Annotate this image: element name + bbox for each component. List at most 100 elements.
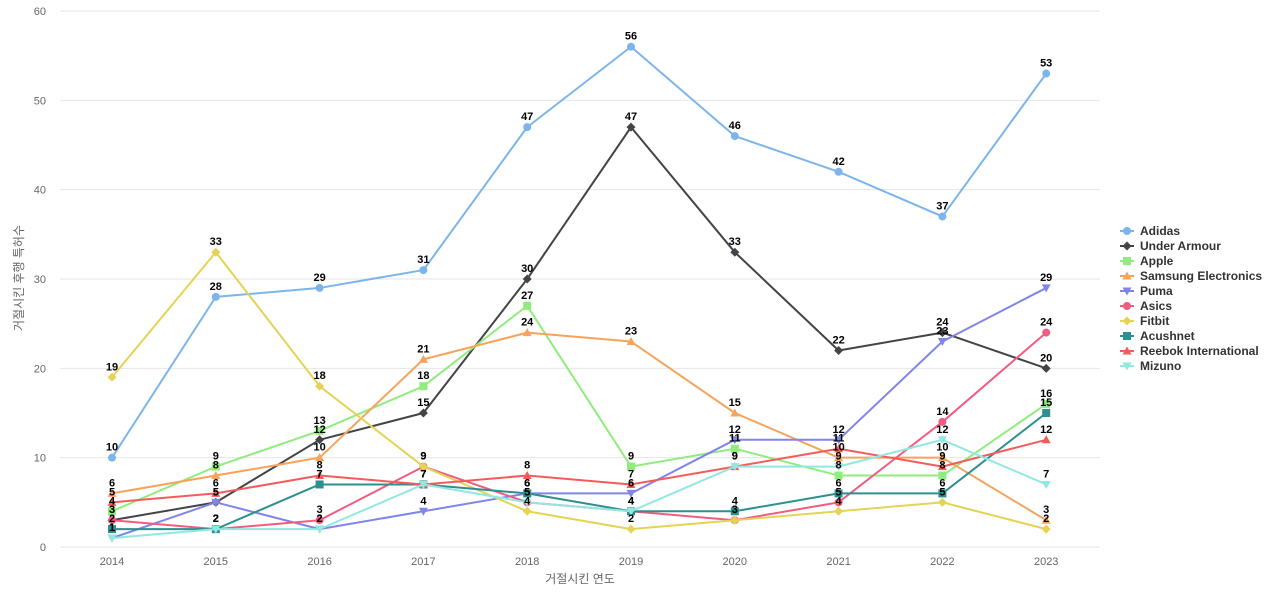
legend-label-acushnet: Acushnet bbox=[1140, 329, 1195, 343]
data-point-samsung-electronics bbox=[522, 328, 532, 337]
data-label-apple: 27 bbox=[521, 290, 533, 302]
series-under-armour bbox=[107, 122, 1051, 525]
data-point-reebok-international bbox=[834, 444, 844, 453]
x-tick-label: 2023 bbox=[1034, 556, 1058, 568]
x-axis-title: 거절시킨 연도 bbox=[545, 572, 615, 586]
data-point-under-armour bbox=[1041, 363, 1051, 373]
data-point-under-armour bbox=[937, 328, 947, 338]
y-tick-label: 30 bbox=[34, 274, 46, 286]
legend-item-asics: Asics bbox=[1120, 299, 1172, 313]
data-label-acushnet: 7 bbox=[317, 468, 323, 480]
y-tick-label: 10 bbox=[34, 453, 46, 465]
series-line-apple bbox=[111, 304, 1047, 513]
data-label-under-armour: 15 bbox=[417, 397, 429, 409]
data-label-puma: 6 bbox=[524, 477, 530, 489]
data-point-apple bbox=[627, 462, 635, 471]
data-label-asics: 3 bbox=[109, 504, 115, 516]
data-label-fitbit: 4 bbox=[524, 495, 531, 507]
data-label-mizuno: 7 bbox=[1043, 468, 1049, 480]
data-point-fitbit bbox=[834, 506, 844, 516]
data-label-acushnet: 6 bbox=[524, 477, 530, 489]
data-label-apple: 18 bbox=[417, 370, 429, 382]
legend-marker-acushnet bbox=[1123, 332, 1131, 340]
data-point-fitbit bbox=[522, 506, 532, 516]
legend-marker-reebok-international bbox=[1122, 346, 1132, 355]
data-point-fitbit bbox=[107, 372, 117, 382]
data-point-puma bbox=[626, 489, 636, 498]
x-tick-label: 2022 bbox=[930, 556, 954, 568]
series-line-puma bbox=[111, 287, 1047, 540]
data-label-samsung-electronics: 24 bbox=[521, 317, 534, 329]
data-label-asics: 14 bbox=[936, 406, 949, 418]
data-label-apple: 16 bbox=[1040, 388, 1052, 400]
data-point-apple bbox=[834, 471, 843, 480]
data-point-adidas bbox=[627, 42, 635, 51]
data-label-samsung-electronics: 10 bbox=[832, 442, 844, 454]
legend-marker-asics bbox=[1123, 302, 1131, 310]
data-label-mizuno: 9 bbox=[732, 451, 738, 463]
series-acushnet bbox=[108, 409, 1051, 534]
data-point-samsung-electronics bbox=[1041, 515, 1051, 524]
data-point-puma bbox=[937, 338, 947, 347]
data-point-under-armour bbox=[418, 408, 428, 418]
data-label-reebok-international: 5 bbox=[109, 486, 115, 498]
data-point-apple bbox=[730, 444, 739, 453]
data-point-asics bbox=[108, 516, 116, 525]
data-label-acushnet: 4 bbox=[628, 495, 635, 507]
data-label-apple: 9 bbox=[213, 451, 219, 463]
data-label-mizuno: 2 bbox=[317, 513, 323, 525]
data-point-reebok-international bbox=[315, 471, 325, 480]
legend-label-apple: Apple bbox=[1140, 254, 1174, 268]
data-point-under-armour bbox=[730, 247, 740, 257]
data-label-apple: 13 bbox=[313, 415, 325, 427]
data-point-acushnet bbox=[938, 489, 947, 498]
data-point-mizuno bbox=[211, 525, 221, 534]
data-label-samsung-electronics: 6 bbox=[109, 477, 115, 489]
data-point-samsung-electronics bbox=[211, 471, 221, 480]
legend-marker-apple bbox=[1123, 257, 1131, 265]
y-tick-label: 40 bbox=[34, 185, 46, 197]
data-point-adidas bbox=[523, 123, 532, 132]
data-point-samsung-electronics bbox=[937, 453, 947, 462]
legend-label-reebok-international: Reebok International bbox=[1140, 344, 1259, 358]
series-adidas bbox=[108, 42, 1051, 462]
legend-item-mizuno: Mizuno bbox=[1120, 359, 1181, 373]
data-label-adidas: 42 bbox=[832, 156, 844, 168]
legend-marker-mizuno bbox=[1122, 362, 1132, 371]
data-label-samsung-electronics: 15 bbox=[729, 397, 741, 409]
data-point-puma bbox=[211, 498, 221, 507]
series-line-samsung-electronics bbox=[111, 331, 1047, 522]
data-label-fitbit: 9 bbox=[420, 451, 426, 463]
data-label-reebok-international: 7 bbox=[420, 468, 426, 480]
legend-item-adidas: Adidas bbox=[1120, 224, 1180, 238]
legend-label-under-armour: Under Armour bbox=[1140, 239, 1221, 253]
data-point-adidas bbox=[108, 453, 116, 462]
data-label-fitbit: 5 bbox=[939, 486, 945, 498]
series-line-adidas bbox=[111, 45, 1048, 459]
data-point-under-armour bbox=[626, 122, 636, 132]
series-line-acushnet bbox=[112, 412, 1047, 531]
series-line-under-armour bbox=[111, 126, 1047, 522]
data-label-asics: 9 bbox=[420, 451, 426, 463]
data-label-adidas: 56 bbox=[625, 31, 637, 43]
data-label-under-armour: 22 bbox=[832, 334, 844, 346]
data-label-reebok-international: 8 bbox=[317, 460, 323, 472]
data-label-puma: 5 bbox=[213, 486, 219, 498]
data-label-under-armour: 47 bbox=[625, 111, 637, 123]
data-point-fitbit bbox=[626, 524, 636, 534]
data-point-apple bbox=[1042, 400, 1051, 409]
data-label-mizuno: 7 bbox=[420, 468, 426, 480]
data-point-asics bbox=[834, 498, 843, 507]
data-label-apple: 8 bbox=[939, 460, 945, 472]
data-point-fitbit bbox=[730, 515, 740, 525]
data-label-puma: 2 bbox=[317, 513, 323, 525]
data-label-fitbit: 4 bbox=[836, 495, 843, 507]
data-point-acushnet bbox=[523, 489, 532, 498]
data-point-puma bbox=[418, 507, 428, 516]
data-point-fitbit bbox=[315, 381, 325, 391]
data-label-reebok-international: 12 bbox=[1040, 424, 1052, 436]
data-label-reebok-international: 11 bbox=[833, 433, 845, 445]
data-point-under-armour bbox=[315, 435, 325, 445]
